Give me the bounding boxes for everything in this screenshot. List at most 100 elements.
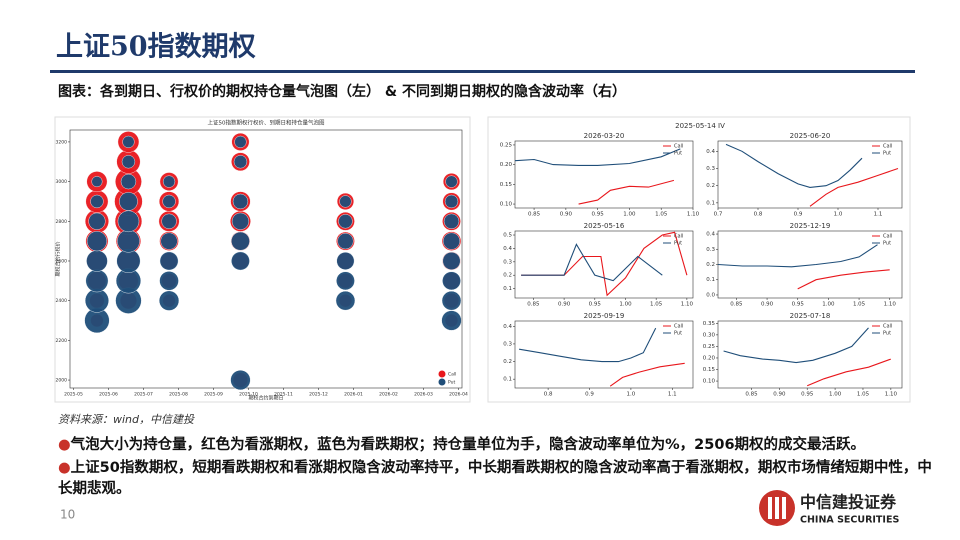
bubble — [120, 173, 137, 190]
plot-area — [717, 140, 903, 209]
y-tick-label: 0.4 — [706, 232, 715, 238]
bubble — [335, 290, 356, 311]
x-tick-label: 1.05 — [650, 302, 663, 308]
y-tick-label: 0.1 — [706, 277, 715, 283]
x-tick-label: 0.9 — [585, 392, 594, 398]
bubble — [445, 175, 458, 188]
logo-en: CHINA SECURITIES — [800, 515, 899, 526]
bubble — [159, 271, 179, 291]
x-tick-label: 1.10 — [687, 212, 700, 218]
y-tick-label: 2000 — [56, 378, 68, 384]
y-tick-label: 0.1 — [503, 377, 512, 383]
panel-title: 2025-05-16 — [584, 222, 625, 230]
panel-title: 2026-03-20 — [584, 132, 625, 140]
x-tick-label: 1.0 — [627, 392, 636, 398]
page-number: 10 — [60, 508, 75, 522]
legend-label: Call — [883, 324, 892, 330]
y-tick-label: 0.4 — [706, 149, 715, 155]
y-tick-label: 0.25 — [703, 344, 716, 350]
x-tick-label: 1.1 — [668, 392, 677, 398]
iv-line — [521, 231, 688, 297]
legend-label: Put — [883, 241, 891, 247]
bubble — [442, 252, 461, 270]
x-tick-label: 0.85 — [730, 302, 743, 308]
slide-title: 上证50指数期权 — [56, 32, 256, 63]
x-tick-label: 2025-10 — [239, 392, 258, 398]
bubble — [234, 135, 247, 149]
y-tick-label: 0.4 — [503, 246, 512, 252]
y-tick-label: 0.2 — [503, 273, 512, 279]
bubble — [162, 194, 176, 209]
bubble — [161, 213, 177, 229]
plot-area — [717, 320, 903, 389]
iv-line — [609, 362, 685, 387]
y-tick-label: 0.15 — [500, 182, 513, 188]
x-tick-label: 0.90 — [761, 302, 774, 308]
x-tick-label: 1.05 — [655, 212, 668, 218]
x-tick-label: 2025-05 — [64, 392, 83, 398]
x-tick-label: 0.85 — [528, 212, 541, 218]
bubble — [160, 232, 178, 250]
bubble — [442, 232, 461, 250]
iv-line — [806, 358, 891, 387]
bubble — [90, 194, 104, 209]
x-tick-label: 1.00 — [623, 212, 636, 218]
iv-line — [514, 148, 681, 166]
x-tick-label: 0.8 — [544, 392, 553, 398]
y-tick-label: 3200 — [56, 139, 68, 145]
bubble — [86, 231, 108, 252]
x-tick-label: 1.10 — [681, 302, 694, 308]
bubble — [441, 310, 462, 331]
legend-label: Put — [883, 331, 891, 337]
bubble — [444, 194, 459, 209]
bubble — [231, 231, 250, 251]
bubble — [117, 229, 140, 253]
legend-label: Put — [674, 331, 682, 337]
iv-line — [717, 244, 878, 268]
legend-swatch — [438, 378, 446, 386]
y-tick-label: 2800 — [56, 219, 68, 225]
y-tick-label: 0.4 — [503, 324, 512, 330]
x-tick-label: 1.00 — [619, 302, 632, 308]
panel-title: 2025-06-20 — [790, 132, 831, 140]
legend-label: Put — [674, 151, 682, 157]
legend-label: Put — [674, 241, 682, 247]
legend-label: Call — [883, 144, 892, 150]
iv-line — [809, 167, 899, 207]
suptitle: 2025-05-14 IV — [675, 122, 725, 130]
bubble — [158, 290, 180, 311]
bullet-text: 气泡大小为持仓量，红色为看涨期权，蓝色为看跌期权；持仓量单位为手，隐含波动率单位… — [70, 437, 866, 453]
y-tick-label: 0.20 — [703, 355, 716, 361]
legend-label: Call — [674, 324, 683, 330]
title-rule — [50, 70, 915, 73]
x-tick-label: 2025-08 — [169, 392, 188, 398]
plot-area — [514, 230, 694, 299]
x-tick-label: 0.95 — [589, 302, 602, 308]
x-tick-label: 0.95 — [592, 212, 605, 218]
y-tick-label: 0.0 — [706, 292, 715, 298]
bubble — [91, 176, 103, 188]
y-tick-label: 0.3 — [503, 341, 512, 347]
x-tick-label: 0.85 — [527, 302, 540, 308]
bubble — [231, 212, 249, 230]
x-tick-label: 0.95 — [801, 392, 814, 398]
bubble — [162, 175, 176, 188]
chart-title: 上证50指数期权行权价、到期日和持仓量气泡图 — [207, 119, 325, 127]
x-tick-label: 0.90 — [773, 392, 786, 398]
bubble — [232, 193, 249, 210]
bubble — [159, 251, 179, 271]
bubble — [88, 212, 106, 230]
y-tick-label: 2600 — [56, 258, 68, 264]
y-tick-label: 0.2 — [503, 359, 512, 365]
iv-line — [725, 143, 863, 188]
iv-line — [797, 269, 890, 290]
panel-title: 2025-09-19 — [584, 312, 625, 320]
legend-label: Call — [674, 144, 683, 150]
x-tick-label: 1.0 — [834, 212, 843, 218]
bubble — [233, 155, 248, 169]
panel-title: 2025-12-19 — [790, 222, 831, 230]
iv-line — [519, 327, 657, 363]
x-tick-label: 1.10 — [884, 302, 897, 308]
y-tick-label: 0.1 — [503, 286, 512, 292]
